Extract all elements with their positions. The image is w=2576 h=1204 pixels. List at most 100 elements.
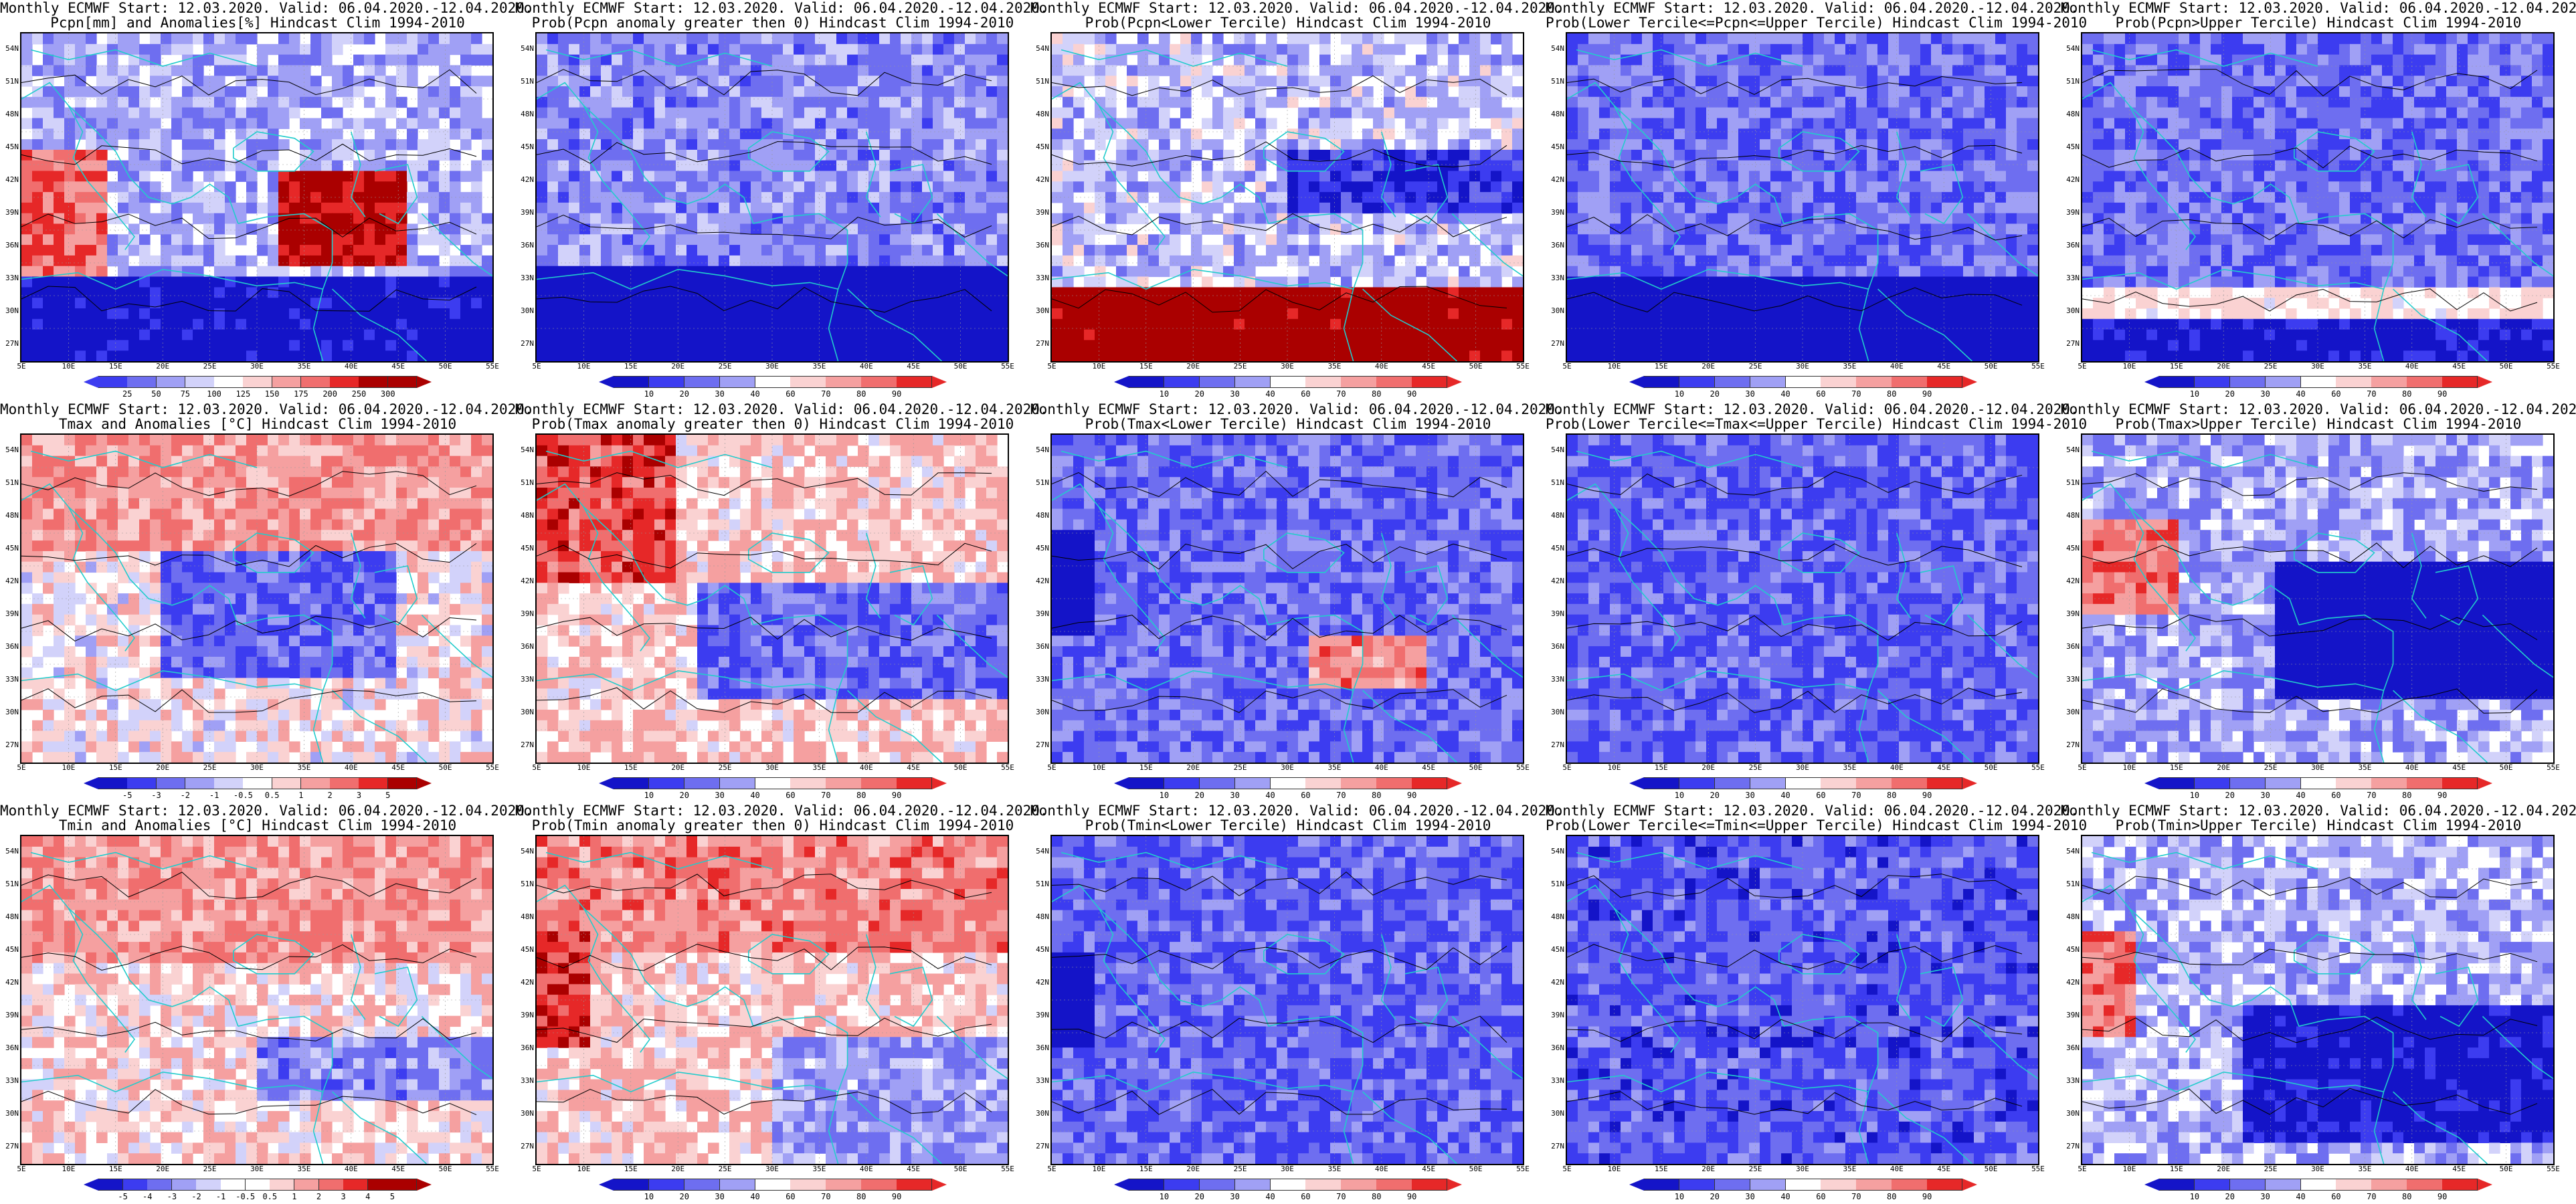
field-cell	[1480, 107, 1491, 118]
field-cell	[986, 266, 998, 278]
field-cell	[1974, 181, 1985, 193]
field-cell	[633, 340, 644, 351]
field-cell	[1063, 298, 1074, 309]
field-cell	[858, 149, 869, 161]
field-cell	[2027, 139, 2038, 150]
field-cell	[804, 149, 816, 161]
field-cell	[236, 128, 247, 140]
field-cell	[150, 76, 161, 87]
field-cell	[278, 202, 290, 214]
field-cell	[826, 65, 837, 76]
field-cell	[460, 54, 472, 66]
field-cell	[922, 181, 933, 193]
field-cell	[922, 298, 933, 309]
field-cell	[86, 245, 97, 256]
field-cell	[1223, 350, 1234, 361]
field-cell	[32, 340, 43, 351]
field-cell	[537, 96, 548, 108]
field-cell	[150, 255, 161, 267]
field-cell	[1095, 128, 1106, 140]
field-cell	[772, 213, 784, 225]
field-cell	[396, 255, 407, 267]
field-cell	[761, 266, 773, 278]
field-cell	[1952, 266, 1964, 278]
field-cell	[396, 96, 407, 108]
field-cell	[943, 329, 955, 340]
field-cell	[590, 266, 602, 278]
field-cell	[86, 128, 97, 140]
field-cell	[182, 96, 193, 108]
field-cell	[783, 65, 794, 76]
field-cell	[976, 266, 987, 278]
field-cell	[879, 160, 891, 172]
field-cell	[836, 43, 848, 56]
field-cell	[193, 76, 204, 87]
field-cell	[558, 276, 569, 288]
field-cell	[1148, 54, 1160, 66]
field-cell	[558, 245, 569, 256]
field-cell	[1512, 255, 1523, 267]
field-cell	[1319, 308, 1331, 320]
field-cell	[890, 54, 901, 66]
colorbar-segment	[300, 376, 331, 388]
field-cell	[751, 118, 762, 129]
field-cell	[751, 202, 762, 214]
field-cell	[1749, 96, 1760, 108]
field-cell	[203, 329, 215, 340]
field-cell	[1588, 96, 1600, 108]
field-cell	[1942, 118, 1953, 129]
field-cell	[654, 33, 666, 45]
field-cell	[686, 33, 698, 45]
field-cell	[1621, 107, 1632, 118]
field-cell	[86, 308, 97, 320]
field-cell	[1116, 308, 1127, 320]
field-cell	[1910, 96, 1921, 108]
field-cell	[1480, 139, 1491, 150]
field-cell	[1362, 202, 1374, 214]
field-cell	[794, 287, 805, 298]
field-cell	[1480, 96, 1491, 108]
field-cell	[1663, 33, 1675, 45]
field-cell	[375, 202, 386, 214]
field-cell	[1738, 107, 1750, 118]
field-cell	[1728, 160, 1739, 172]
field-cell	[1170, 192, 1181, 203]
field-cell	[1824, 266, 1835, 278]
field-cell	[815, 202, 826, 214]
field-cell	[783, 54, 794, 66]
field-cell	[43, 181, 54, 193]
lon-tick-label: 10E	[577, 362, 590, 371]
field-cell	[665, 107, 676, 118]
field-cell	[1180, 96, 1192, 108]
field-cell	[450, 149, 461, 161]
field-cell	[1362, 107, 1374, 118]
field-cell	[858, 139, 869, 150]
field-cell	[1191, 202, 1202, 214]
field-cell	[1341, 54, 1352, 66]
field-cell	[2017, 107, 2028, 118]
field-cell	[729, 107, 741, 118]
field-cell	[1685, 223, 1696, 235]
field-cell	[1781, 54, 1792, 66]
field-cell	[225, 255, 236, 267]
field-cell	[1084, 287, 1095, 298]
field-cell	[482, 223, 492, 235]
field-cell	[1427, 118, 1438, 129]
field-cell	[1931, 54, 1942, 66]
field-cell	[1674, 86, 1685, 98]
field-cell	[719, 76, 730, 87]
field-cell	[697, 96, 709, 108]
field-cell	[1170, 287, 1181, 298]
field-cell	[954, 255, 965, 267]
field-cell	[1137, 329, 1149, 340]
field-cell	[1792, 223, 1803, 235]
field-cell	[1491, 118, 1502, 129]
field-cell	[193, 139, 204, 150]
field-cell	[1277, 298, 1288, 309]
field-cell	[1427, 86, 1438, 98]
field-cell	[579, 181, 591, 193]
field-cell	[1341, 160, 1352, 172]
field-cell	[1223, 43, 1234, 56]
field-cell	[2006, 160, 2017, 172]
field-cell	[1063, 318, 1074, 330]
